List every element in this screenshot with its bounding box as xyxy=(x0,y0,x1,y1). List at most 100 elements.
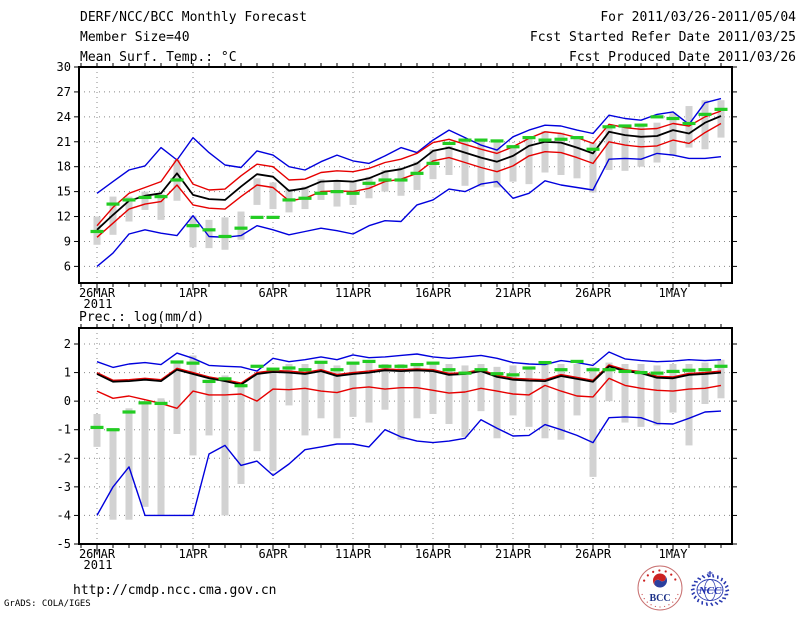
bcc-arc-marks xyxy=(641,569,679,608)
bcc-arc-char xyxy=(668,604,670,606)
ncc-wreath-leaf xyxy=(720,577,724,582)
ensemble-mean-line xyxy=(96,365,722,386)
svg-text:1MAY: 1MAY xyxy=(659,547,689,561)
svg-text:-4: -4 xyxy=(57,508,71,522)
ncc-wreath-leaf xyxy=(696,598,700,603)
bcc-arc-char xyxy=(674,578,677,581)
svg-text:6APR: 6APR xyxy=(259,547,289,561)
grads-credit: GrADS: COLA/IGES xyxy=(4,599,91,609)
svg-text:1APR: 1APR xyxy=(179,547,209,561)
precip-panel-title: Prec.: log(mm/d) xyxy=(79,310,205,325)
bcc-arc-char xyxy=(672,601,674,603)
upper-envelope-line xyxy=(96,110,722,227)
bcc-arc-char xyxy=(663,605,666,608)
svg-text:21: 21 xyxy=(57,135,71,149)
ensemble-max-line xyxy=(96,97,722,194)
temp-panel-title: Mean Surf. Temp.: °C xyxy=(80,50,237,65)
member-spread-bars xyxy=(93,355,725,520)
svg-text:12: 12 xyxy=(57,210,71,224)
svg-text:1: 1 xyxy=(64,366,71,380)
chart-frame xyxy=(78,66,733,284)
ncc-wreath-leaf xyxy=(725,589,730,592)
bcc-arc-char xyxy=(646,574,649,577)
bcc-arc-char xyxy=(643,579,646,582)
bcc-arc-char xyxy=(650,604,652,606)
svg-text:-3: -3 xyxy=(57,480,71,494)
bcc-arc-char xyxy=(654,605,657,608)
svg-text:6APR: 6APR xyxy=(259,286,289,300)
svg-text:21APR: 21APR xyxy=(495,547,532,561)
bcc-arc-char xyxy=(670,573,673,576)
svg-text:11APR: 11APR xyxy=(335,286,372,300)
bcc-arc-char xyxy=(646,601,648,603)
fcst-started-date: Fcst Started Refer Date 2011/03/25 xyxy=(529,30,796,45)
ncc-wreath-leaf xyxy=(701,574,706,579)
ncc-wreath-leaf xyxy=(697,577,702,581)
member-size-label: Member Size=40 xyxy=(80,30,190,45)
ensemble-min-line xyxy=(96,410,722,517)
lower-envelope-line xyxy=(96,122,722,238)
forecast-range: For 2011/03/26-2011/05/04 xyxy=(600,10,796,25)
ncc-wreath-leaf xyxy=(724,584,729,589)
svg-text:16APR: 16APR xyxy=(415,547,452,561)
bcc-arc-char xyxy=(677,593,679,596)
svg-text:26MAR: 26MAR xyxy=(79,547,116,561)
ensemble-mean-line xyxy=(96,115,722,231)
ncc-wreath-leaf xyxy=(710,602,714,607)
svg-text:2: 2 xyxy=(64,337,71,351)
ncc-wreath-leaf xyxy=(706,573,710,578)
ncc-wreath-leaf xyxy=(722,597,727,600)
ncc-wreath-leaf xyxy=(714,601,719,606)
ncc-wreath-leaf xyxy=(711,573,715,578)
svg-text:-5: -5 xyxy=(57,537,71,551)
svg-text:30: 30 xyxy=(57,60,71,74)
lower-envelope-line xyxy=(96,377,722,409)
svg-text:26APR: 26APR xyxy=(575,286,612,300)
svg-text:24: 24 xyxy=(57,110,71,124)
svg-text:26APR: 26APR xyxy=(575,547,612,561)
bcc-arc-char xyxy=(652,570,655,573)
svg-text:18: 18 xyxy=(57,160,71,174)
bcc-arc-char xyxy=(675,598,677,600)
ncc-wreath-icon xyxy=(690,573,730,607)
bcc-logo-label: BCC xyxy=(649,593,670,604)
svg-text:2011: 2011 xyxy=(84,558,113,572)
svg-text:27: 27 xyxy=(57,85,71,99)
bcc-arc-char xyxy=(641,593,643,596)
bcc-logo-ring xyxy=(637,565,683,611)
ncc-logo: NCC xyxy=(690,571,730,607)
svg-text:-1: -1 xyxy=(57,423,71,437)
svg-text:11APR: 11APR xyxy=(335,547,372,561)
svg-text:21APR: 21APR xyxy=(495,286,532,300)
chart-frame xyxy=(78,327,733,545)
svg-text:16APR: 16APR xyxy=(415,286,452,300)
svg-text:1APR: 1APR xyxy=(179,286,209,300)
page-title: DERF/NCC/BCC Monthly Forecast xyxy=(80,10,307,25)
ncc-wreath-leaf xyxy=(690,588,695,591)
bcc-arc-char xyxy=(664,570,667,573)
ncc-wreath-leaf xyxy=(705,602,709,607)
svg-text:1MAY: 1MAY xyxy=(659,286,689,300)
observation-dashes xyxy=(90,107,728,239)
ncc-wreath-leaf xyxy=(723,580,727,585)
ncc-wreath-leaf xyxy=(718,599,723,603)
upper-envelope-line xyxy=(96,364,722,384)
svg-text:15: 15 xyxy=(57,185,71,199)
bcc-arc-char xyxy=(659,606,661,608)
ncc-logo-label: NCC xyxy=(698,585,722,597)
ncc-wreath-leaf xyxy=(693,595,697,600)
svg-text:9: 9 xyxy=(64,234,71,248)
ncc-wreath-leaf xyxy=(691,591,696,596)
ncc-wreath-leaf xyxy=(693,580,698,583)
svg-text:6: 6 xyxy=(64,259,71,273)
bcc-arc-char xyxy=(658,569,661,572)
source-url: http://cmdp.ncc.cma.gov.cn xyxy=(73,583,277,598)
fcst-produced-date: Fcst Produced Date 2011/03/26 xyxy=(569,50,796,65)
svg-text:2011: 2011 xyxy=(84,297,113,311)
bcc-logo: BCC xyxy=(637,565,683,611)
